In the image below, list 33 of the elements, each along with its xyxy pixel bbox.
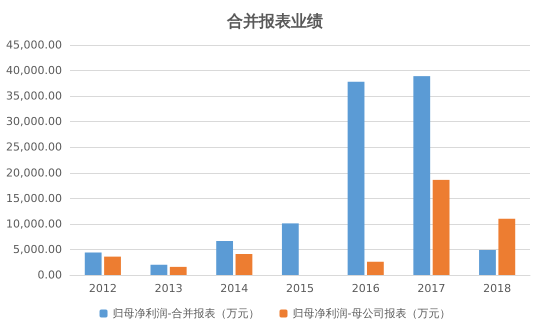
bar xyxy=(432,180,450,275)
y-tick-label: 20,000.00 xyxy=(6,166,62,180)
bar xyxy=(150,264,168,275)
x-tick-label: 2014 xyxy=(220,282,248,295)
y-tick-label: 40,000.00 xyxy=(6,64,62,78)
x-tick-label: 2012 xyxy=(88,282,117,295)
bar xyxy=(104,256,121,275)
bar xyxy=(479,250,496,275)
x-tick-label: 2016 xyxy=(352,282,380,295)
x-tick-label: 2015 xyxy=(286,282,314,295)
y-tick-label: 10,000.00 xyxy=(6,217,62,230)
x-tick-label: 2018 xyxy=(483,282,512,295)
bar xyxy=(216,241,234,275)
y-tick-label: 45,000.00 xyxy=(6,38,62,52)
x-tick-label: 2013 xyxy=(154,282,183,295)
bar xyxy=(236,254,252,275)
chart-title: 合并报表业绩 xyxy=(226,12,323,30)
y-tick-label: 30,000.00 xyxy=(6,115,62,128)
bar xyxy=(348,82,364,275)
bar xyxy=(84,252,102,275)
bar xyxy=(170,266,187,275)
y-tick-label: 15,000.00 xyxy=(6,192,62,205)
y-tick-label: 25,000.00 xyxy=(6,140,62,154)
x-tick-label: 2017 xyxy=(417,282,446,295)
legend-label: 归母净利润-母公司报表（万元） xyxy=(292,307,450,320)
bar xyxy=(498,218,516,275)
bar xyxy=(366,262,384,275)
y-tick-label: 0.00 xyxy=(38,268,62,282)
bar xyxy=(282,223,299,275)
legend-label: 归母净利润-合并报表（万元） xyxy=(112,307,260,320)
bar xyxy=(413,76,430,275)
y-tick-label: 5,000.00 xyxy=(13,242,62,256)
y-tick-label: 35,000.00 xyxy=(6,90,62,103)
